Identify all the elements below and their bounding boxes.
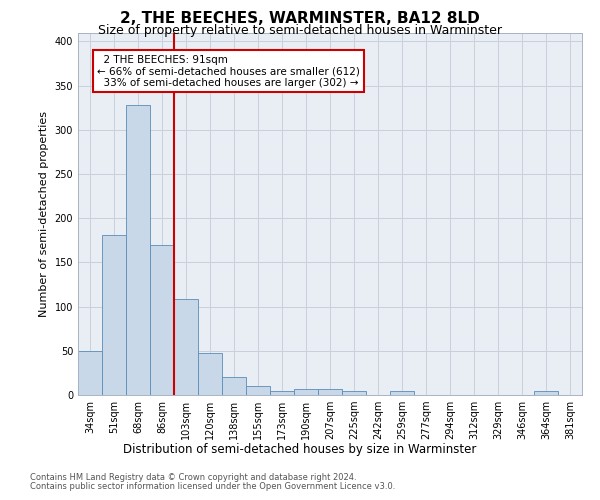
Bar <box>150 244 174 395</box>
Bar <box>294 389 318 395</box>
Text: Contains public sector information licensed under the Open Government Licence v3: Contains public sector information licen… <box>30 482 395 491</box>
Bar <box>390 392 414 395</box>
Text: 2, THE BEECHES, WARMINSTER, BA12 8LD: 2, THE BEECHES, WARMINSTER, BA12 8LD <box>120 11 480 26</box>
Bar <box>174 298 198 395</box>
Bar <box>198 352 222 395</box>
Bar <box>342 390 366 395</box>
Text: 2 THE BEECHES: 91sqm
← 66% of semi-detached houses are smaller (612)
  33% of se: 2 THE BEECHES: 91sqm ← 66% of semi-detac… <box>97 54 360 88</box>
Bar <box>222 378 246 395</box>
Bar <box>318 389 342 395</box>
Bar <box>78 351 102 395</box>
Y-axis label: Number of semi-detached properties: Number of semi-detached properties <box>39 111 49 317</box>
Bar <box>126 105 150 395</box>
Bar <box>246 386 270 395</box>
Text: Contains HM Land Registry data © Crown copyright and database right 2024.: Contains HM Land Registry data © Crown c… <box>30 472 356 482</box>
Bar <box>534 392 558 395</box>
Bar <box>270 390 294 395</box>
Text: Size of property relative to semi-detached houses in Warminster: Size of property relative to semi-detach… <box>98 24 502 37</box>
Bar <box>102 235 126 395</box>
Text: Distribution of semi-detached houses by size in Warminster: Distribution of semi-detached houses by … <box>124 442 476 456</box>
